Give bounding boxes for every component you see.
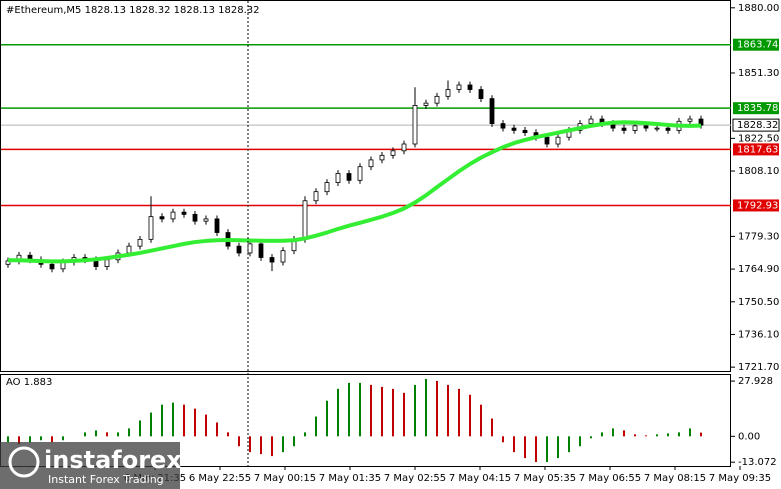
candle-body	[621, 127, 627, 131]
candle-body	[247, 243, 253, 254]
candle-body	[698, 118, 704, 126]
candle-body	[478, 89, 484, 100]
x-tick-label: 7 May 06:55	[579, 473, 641, 484]
candle-body	[313, 191, 319, 202]
candle-body	[203, 218, 209, 222]
candle-body	[104, 259, 110, 267]
x-tick-label: 7 May 00:15	[254, 473, 316, 484]
candle-body	[555, 136, 561, 145]
candle-body	[181, 211, 187, 215]
candle-body	[500, 123, 506, 129]
x-tick-label: 7 May 05:35	[514, 473, 576, 484]
candle-body	[126, 245, 132, 254]
ao-tick-label: -13.072	[738, 457, 777, 468]
candle-body	[335, 173, 341, 183]
x-tick-label: 7 May 09:35	[709, 473, 771, 484]
candle-body	[390, 150, 396, 156]
candle-body	[489, 98, 495, 124]
candle-body	[467, 84, 473, 90]
candle-body	[214, 218, 220, 233]
candle-body	[192, 213, 198, 222]
moving-average	[8, 120, 702, 264]
x-tick-label: 6 May 22:55	[189, 473, 251, 484]
candle-body	[665, 127, 671, 131]
candle-body	[280, 250, 286, 263]
watermark-logo	[8, 446, 40, 478]
candle-body	[170, 211, 176, 220]
candle-body	[379, 154, 385, 161]
candle-body	[357, 166, 363, 181]
ao-frame	[0, 374, 731, 467]
y-tick-label: 1764.90	[738, 264, 779, 275]
level-label: 1792.93	[737, 200, 778, 211]
x-tick-label: 7 May 02:55	[384, 473, 446, 484]
y-tick-label: 1721.70	[738, 362, 779, 373]
level-label: 1835.78	[737, 103, 778, 114]
candle-body	[324, 182, 330, 193]
x-tick-label: 7 May 08:15	[644, 473, 706, 484]
candle-body	[456, 84, 462, 90]
level-tag	[733, 38, 779, 51]
ao-label: AO 1.883	[6, 377, 52, 388]
y-tick-label: 1851.30	[738, 68, 779, 79]
candle-body	[412, 105, 418, 145]
candle-body	[423, 102, 429, 106]
level-tag	[733, 143, 779, 156]
candle-body	[544, 136, 550, 145]
chart-title: #Ethereum,M5 1828.13 1828.32 1828.13 182…	[6, 5, 260, 16]
candle-body	[236, 245, 242, 254]
x-tick-label: 7 May 01:35	[319, 473, 381, 484]
candle-body	[302, 200, 308, 240]
candle-body	[643, 125, 649, 129]
candle-body	[269, 257, 275, 263]
y-tick-label: 1750.50	[738, 297, 779, 308]
y-tick-label: 1779.30	[738, 231, 779, 242]
level-tag	[733, 102, 779, 115]
y-tick-label: 1808.10	[738, 166, 779, 177]
candle-body	[368, 159, 374, 168]
candle-body	[687, 118, 693, 122]
candle-body	[148, 216, 154, 240]
candle-body	[632, 125, 638, 131]
watermark-brand: instaforex	[44, 446, 182, 474]
main-frame	[0, 0, 731, 372]
ao-tick-label: 0.00	[738, 431, 760, 442]
candle-body	[511, 127, 517, 131]
candle-body	[49, 263, 55, 270]
level-label: 1817.63	[737, 144, 778, 155]
candle-body	[654, 127, 660, 130]
candle-body	[159, 216, 165, 220]
watermark-tagline: Instant Forex Trading	[48, 473, 164, 486]
ao-tick-label: 27.928	[738, 376, 773, 387]
candle-body	[522, 129, 528, 134]
candle-body	[401, 143, 407, 152]
candle-body	[137, 238, 143, 247]
y-tick-label: 1880.00	[738, 3, 779, 14]
candle-body	[258, 243, 264, 258]
level-label: 1863.74	[737, 40, 778, 51]
candle-body	[346, 173, 352, 181]
candle-body	[445, 89, 451, 97]
price-label: 1828.32	[737, 120, 778, 131]
candle-body	[434, 95, 440, 104]
price-tag	[732, 118, 780, 132]
candle-body	[588, 118, 594, 124]
level-tag	[733, 199, 779, 212]
y-tick-label: 1822.50	[738, 133, 779, 144]
x-tick-label: 7 May 04:15	[449, 473, 511, 484]
y-tick-label: 1736.10	[738, 329, 779, 340]
